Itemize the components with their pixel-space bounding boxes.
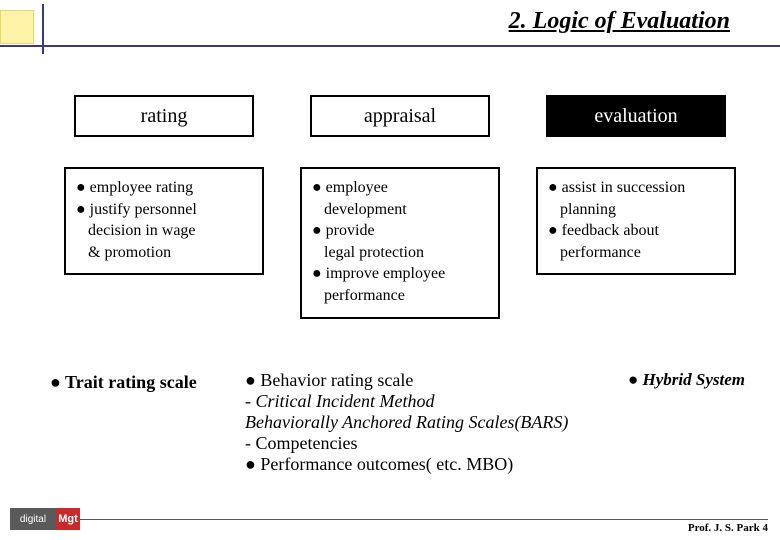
body-line: development [312, 199, 488, 221]
body-line: ● employee rating [76, 177, 252, 199]
body-line: legal protection [312, 242, 488, 264]
logo-left-text: digital [10, 508, 56, 530]
column-appraisal: appraisal ● employee development● provid… [296, 95, 504, 319]
bottom-line: - Competencies [245, 433, 745, 454]
body-line: ● employee [312, 177, 488, 199]
bottom-section: ● Trait rating scale ● Hybrid System ● B… [50, 370, 745, 475]
bottom-line: - Critical Incident Method [245, 391, 745, 412]
footer-rule [80, 519, 768, 520]
body-line: ● assist in succession [548, 177, 724, 199]
body-line: & promotion [76, 242, 252, 264]
bottom-right-content: ● Hybrid System ● Behavior rating scale-… [245, 370, 745, 475]
body-line: planning [548, 199, 724, 221]
logo-right-text: Mgt [56, 508, 80, 530]
body-line: performance [312, 285, 488, 307]
body-line: ● improve employee [312, 263, 488, 285]
hybrid-system-label: ● Hybrid System [628, 370, 745, 390]
column-body: ● assist in succession planning● feedbac… [536, 167, 736, 275]
bottom-left-label: ● Trait rating scale [50, 370, 245, 475]
logo: digital Mgt [10, 508, 80, 530]
column-body: ● employee development● provide legal pr… [300, 167, 500, 319]
footer-text: Prof. J. S. Park 4 [688, 522, 768, 534]
corner-square [0, 10, 34, 44]
body-line: decision in wage [76, 220, 252, 242]
body-line: performance [548, 242, 724, 264]
body-line: ● feedback about [548, 220, 724, 242]
accent-line-horizontal [0, 45, 780, 47]
bottom-line: Behaviorally Anchored Rating Scales(BARS… [245, 412, 745, 433]
body-line: ● justify personnel [76, 199, 252, 221]
body-line: ● provide [312, 220, 488, 242]
column-evaluation: evaluation ● assist in succession planni… [532, 95, 740, 319]
column-header: evaluation [546, 95, 726, 137]
column-body: ● employee rating● justify personnel dec… [64, 167, 264, 275]
column-header: appraisal [310, 95, 490, 137]
corner-decoration [0, 10, 60, 65]
column-rating: rating ● employee rating● justify person… [60, 95, 268, 319]
column-header: rating [74, 95, 254, 137]
bottom-line: ● Performance outcomes( etc. MBO) [245, 454, 745, 475]
slide-title: 2. Logic of Evaluation [509, 8, 730, 35]
columns-container: rating ● employee rating● justify person… [60, 95, 740, 319]
